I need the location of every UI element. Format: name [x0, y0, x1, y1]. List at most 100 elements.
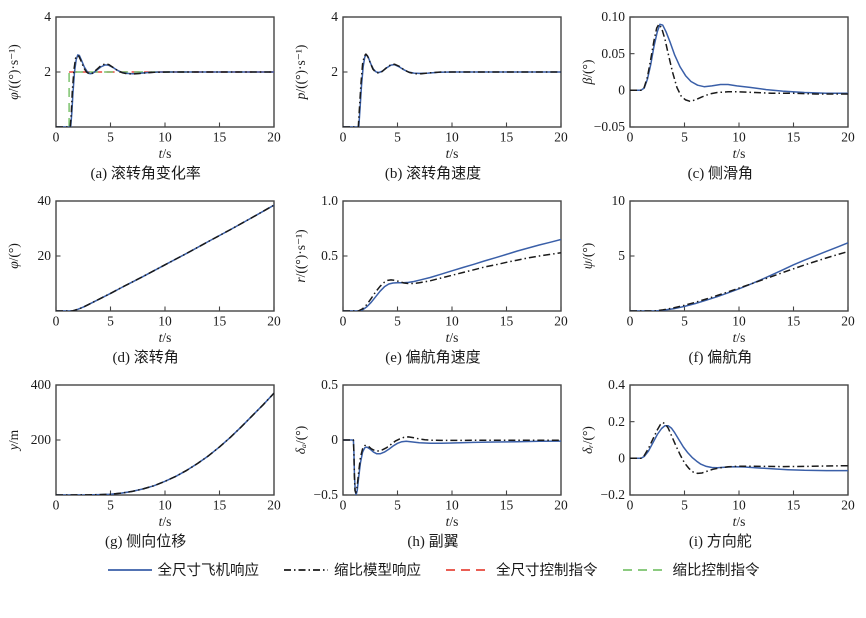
svg-text:φ/(°): φ/(°)	[6, 243, 21, 269]
svg-text:y/m: y/m	[6, 429, 21, 452]
svg-text:10: 10	[445, 314, 459, 329]
svg-text:20: 20	[267, 130, 281, 145]
svg-text:15: 15	[212, 498, 226, 513]
svg-text:10: 10	[733, 498, 747, 513]
legend-sample-scaled-model-response-icon	[284, 568, 328, 571]
svg-text:5: 5	[107, 314, 114, 329]
subplot-h-caption: (h) 副翼	[407, 534, 459, 550]
svg-text:10: 10	[158, 130, 172, 145]
subplot-e: 0 5 10 15 20 0.5 1.0 t/s r/((°)·s⁻¹) (e) 偏航角速度	[289, 192, 576, 367]
svg-text:0: 0	[627, 498, 634, 513]
legend-item-full-size-response: 全尺寸飞机响应	[107, 559, 260, 580]
svg-text:10: 10	[733, 130, 747, 145]
legend: 全尺寸飞机响应 缩比模型响应 全尺寸控制指令 缩比控制指令	[0, 559, 866, 580]
svg-text:4: 4	[44, 9, 51, 24]
subplot-i: 0 5 10 15 20 −0.2 0 0.2 0.4 t/s δᵣ/(°) (i) 方向舵	[577, 376, 864, 551]
svg-text:15: 15	[787, 314, 801, 329]
svg-text:p/((°)·s⁻¹): p/((°)·s⁻¹)	[293, 45, 308, 101]
legend-label-full-size-command: 全尺寸控制指令	[496, 563, 598, 579]
svg-text:−0.2: −0.2	[601, 487, 626, 502]
subplot-c: 0 5 10 15 20 −0.05 0 0.05 0.10 t/s β/(°) (c) 侧滑角	[577, 8, 864, 183]
svg-text:15: 15	[500, 130, 514, 145]
svg-text:0.5: 0.5	[321, 248, 338, 263]
svg-text:t/s: t/s	[158, 330, 171, 345]
svg-text:0.2: 0.2	[608, 414, 625, 429]
subplot-b-canvas: 0 5 10 15 20 2 4 t/s p/((°)·s⁻¹)	[293, 9, 568, 161]
svg-text:0: 0	[340, 130, 347, 145]
subplot-d: 0 5 10 15 20 20 40 t/s φ/(°) (d) 滚转角	[2, 192, 289, 367]
svg-text:4: 4	[331, 9, 338, 24]
svg-text:φ̇/((°)·s⁻¹): φ̇/((°)·s⁻¹)	[6, 44, 21, 100]
svg-text:t/s: t/s	[446, 330, 459, 345]
subplot-a-canvas: 0 5 10 15 20 2 4 t/s φ̇/((°)·s⁻¹)	[6, 9, 281, 161]
subplot-e-caption: (e) 偏航角速度	[385, 350, 481, 366]
subplot-c-caption: (c) 侧滑角	[687, 166, 754, 182]
legend-label-scaled-command: 缩比控制指令	[672, 563, 760, 579]
subplot-i-caption: (i) 方向舵	[688, 534, 752, 550]
svg-text:2: 2	[44, 64, 51, 79]
legend-item-scaled-command: 缩比控制指令	[622, 559, 760, 580]
svg-text:t/s: t/s	[446, 514, 459, 529]
svg-text:0.10: 0.10	[602, 9, 626, 24]
svg-text:t/s: t/s	[158, 146, 171, 161]
svg-text:0: 0	[619, 451, 626, 466]
svg-text:0: 0	[331, 432, 338, 447]
svg-text:20: 20	[267, 498, 281, 513]
svg-text:20: 20	[554, 130, 568, 145]
subplot-g-canvas: 0 5 10 15 20 200 400 t/s y/m	[6, 377, 281, 529]
svg-text:0: 0	[52, 314, 59, 329]
svg-text:200: 200	[30, 432, 51, 447]
svg-text:1.0: 1.0	[321, 193, 338, 208]
subplot-a: 0 5 10 15 20 2 4 t/s φ̇/((°)·s⁻¹) (a) 滚转角变化率	[2, 8, 289, 183]
legend-label-scaled-model-response: 缩比模型响应	[334, 563, 421, 579]
svg-text:δᵣ/(°): δᵣ/(°)	[580, 426, 595, 454]
svg-text:0: 0	[52, 130, 59, 145]
svg-text:15: 15	[787, 130, 801, 145]
legend-sample-full-size-command-icon	[446, 568, 490, 571]
svg-text:5: 5	[394, 130, 401, 145]
svg-text:10: 10	[445, 130, 459, 145]
svg-text:400: 400	[30, 377, 51, 392]
svg-text:5: 5	[394, 498, 401, 513]
subplot-b-caption: (b) 滚转角速度	[384, 166, 482, 182]
svg-text:15: 15	[500, 314, 514, 329]
subplot-d-caption: (d) 滚转角	[112, 350, 179, 366]
subplot-h-canvas: 0 5 10 15 20−0.500.5t/sδₐ/(°)	[293, 377, 568, 529]
svg-text:20: 20	[267, 314, 281, 329]
svg-text:20: 20	[842, 498, 856, 513]
svg-text:15: 15	[212, 130, 226, 145]
svg-text:10: 10	[158, 498, 172, 513]
svg-text:2: 2	[331, 64, 338, 79]
svg-text:10: 10	[612, 193, 626, 208]
svg-text:0: 0	[340, 314, 347, 329]
svg-text:0: 0	[340, 498, 347, 513]
svg-text:5: 5	[681, 498, 688, 513]
subplot-d-canvas: 0 5 10 15 20 20 40 t/s φ/(°)	[6, 193, 281, 345]
svg-text:10: 10	[445, 498, 459, 513]
subplot-e-canvas: 0 5 10 15 20 0.5 1.0 t/s r/((°)·s⁻¹)	[293, 193, 568, 345]
svg-text:5: 5	[107, 498, 114, 513]
legend-label-full-size-response: 全尺寸飞机响应	[157, 563, 260, 579]
svg-text:5: 5	[394, 314, 401, 329]
subplot-h: 0 5 10 15 20 −0.5 0 0.5 t/s δₐ/(°) (h) 副翼	[289, 376, 576, 551]
svg-text:0: 0	[627, 314, 634, 329]
svg-text:15: 15	[212, 314, 226, 329]
svg-text:5: 5	[107, 130, 114, 145]
svg-text:0.5: 0.5	[321, 377, 338, 392]
svg-text:0: 0	[627, 130, 634, 145]
svg-text:β/(°): β/(°)	[580, 60, 595, 86]
subplot-b: 0 5 10 15 20 2 4 t/s p/((°)·s⁻¹) (b) 滚转角速度	[289, 8, 576, 183]
legend-sample-scaled-command-icon	[622, 568, 667, 571]
svg-text:20: 20	[554, 498, 568, 513]
legend-item-full-size-command: 全尺寸控制指令	[445, 559, 598, 580]
svg-text:r/((°)·s⁻¹): r/((°)·s⁻¹)	[293, 229, 308, 282]
svg-text:−0.05: −0.05	[594, 119, 625, 134]
svg-text:t/s: t/s	[446, 146, 459, 161]
svg-text:15: 15	[787, 498, 801, 513]
svg-text:0.05: 0.05	[602, 46, 626, 61]
svg-text:5: 5	[681, 130, 688, 145]
